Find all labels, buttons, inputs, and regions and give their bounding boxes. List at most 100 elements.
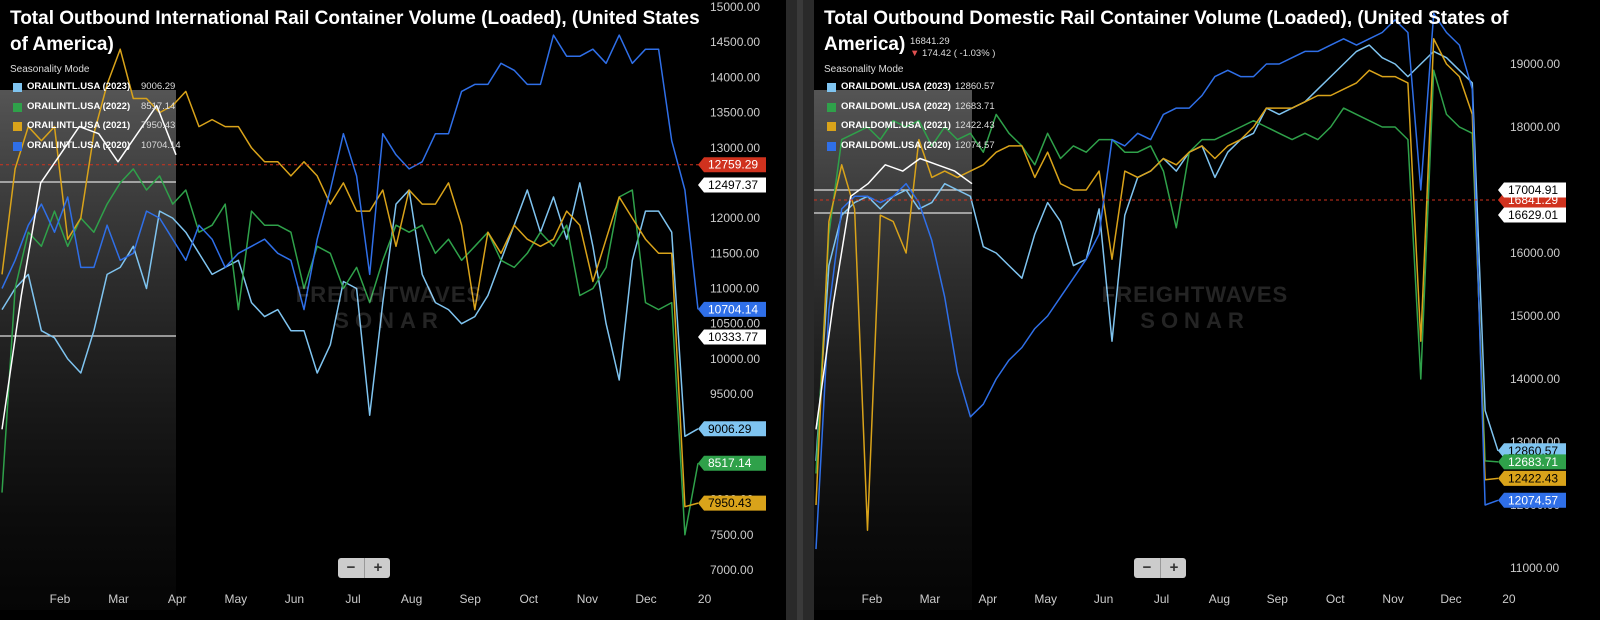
y-tick-label: 11000.00 xyxy=(710,282,759,296)
x-tick-label: Oct xyxy=(1326,592,1345,606)
y-tick-label: 14500.00 xyxy=(710,35,760,49)
x-tick-label: Feb xyxy=(862,592,883,606)
y-tick-label: 9500.00 xyxy=(710,387,754,401)
series-value-tag: 12074.57 xyxy=(1498,492,1566,508)
legend-value: 8517.14 xyxy=(141,100,176,112)
x-tick-label: Dec xyxy=(1440,592,1461,606)
zoom-out-button[interactable]: − xyxy=(346,559,356,576)
legend-value: 7950.43 xyxy=(141,120,176,131)
panel-divider[interactable] xyxy=(786,0,814,620)
svg-text:10704.14: 10704.14 xyxy=(708,302,758,316)
legend-value: 12683.71 xyxy=(955,100,995,112)
zoom-in-button[interactable]: + xyxy=(364,558,391,578)
down-arrow-icon: ▼ xyxy=(910,48,920,59)
legend-name: ORAILDOML.USA (2021) xyxy=(841,120,951,131)
legend-name: ORAILINTL.USA (2022) xyxy=(27,100,131,112)
legend-name: ORAILINTL.USA (2020) xyxy=(27,139,131,151)
y-tick-label: 7000.00 xyxy=(710,563,754,577)
band-value-tag: 10333.77 xyxy=(698,329,766,345)
series-line xyxy=(1,34,699,311)
legend-swatch xyxy=(13,102,22,112)
y-tick-label: 14000.00 xyxy=(710,70,760,84)
ticker-readout: 16841.29 ▼ 174.42 ( -1.03% ) xyxy=(910,36,995,60)
series-line xyxy=(1,48,699,508)
legend-name: ORAILINTL.USA (2021) xyxy=(27,120,131,131)
y-tick-label: 7500.00 xyxy=(710,528,754,542)
legend-value: 10704.14 xyxy=(141,139,181,151)
series-line xyxy=(815,38,1499,531)
x-tick-label: Jul xyxy=(345,592,360,606)
zoom-control: − + xyxy=(1134,558,1186,578)
y-tick-label: 15000.00 xyxy=(710,0,760,14)
series-line xyxy=(1,182,699,438)
legend-swatch xyxy=(13,141,22,151)
band-value-tag: 12497.37 xyxy=(698,177,766,193)
x-tick-label: Aug xyxy=(401,592,422,606)
x-tick-label: Sep xyxy=(1267,592,1289,606)
legend-swatch xyxy=(13,122,22,131)
series-value-tag: 9006.29 xyxy=(698,421,766,437)
legend-swatch xyxy=(827,141,836,151)
seasonality-mode-label: Seasonality Mode xyxy=(10,64,90,75)
svg-text:12860.57: 12860.57 xyxy=(1508,444,1558,458)
y-tick-label: 13500.00 xyxy=(710,106,760,120)
legend-swatch xyxy=(827,83,836,92)
x-tick-label: Apr xyxy=(168,592,187,606)
chart-international: 7000.007500.008000.008500.009000.009500.… xyxy=(0,0,766,610)
x-tick-label: Nov xyxy=(1382,592,1403,606)
legend-value: 12860.57 xyxy=(955,81,995,92)
zoom-control: − + xyxy=(338,558,390,578)
series-value-tag: 7950.43 xyxy=(698,495,766,511)
y-tick-label: 11500.00 xyxy=(710,246,759,260)
svg-text:16629.01: 16629.01 xyxy=(1508,208,1558,222)
legend-value: 9006.29 xyxy=(141,81,176,92)
svg-text:12074.57: 12074.57 xyxy=(1508,493,1558,507)
legend-value: 12074.57 xyxy=(955,139,995,151)
svg-text:9006.29: 9006.29 xyxy=(708,422,752,436)
x-tick-label: Apr xyxy=(978,592,997,606)
svg-text:17004.91: 17004.91 xyxy=(1508,183,1558,197)
x-tick-label: 20 xyxy=(698,592,712,606)
x-tick-label: Nov xyxy=(577,592,598,606)
chart-panel-international: 7000.007500.008000.008500.009000.009500.… xyxy=(0,0,786,620)
series-line xyxy=(1,104,177,430)
y-tick-label: 19000.00 xyxy=(1510,57,1560,71)
svg-text:12497.37: 12497.37 xyxy=(708,178,758,192)
svg-text:12422.43: 12422.43 xyxy=(1508,471,1558,485)
zoom-out-button[interactable]: − xyxy=(1142,559,1152,576)
y-tick-label: 10000.00 xyxy=(710,352,760,366)
svg-text:12759.29: 12759.29 xyxy=(708,158,758,172)
x-tick-label: Jul xyxy=(1154,592,1169,606)
watermark-line: FREIGHTWAVES xyxy=(295,282,483,307)
series-value-tag: 12683.71 xyxy=(1498,454,1566,470)
legend-name: ORAILINTL.USA (2023) xyxy=(27,81,131,92)
zoom-in-button[interactable]: + xyxy=(1160,558,1187,578)
series-line xyxy=(815,157,973,430)
legend-swatch xyxy=(827,102,836,112)
series-value-tag: 8517.14 xyxy=(698,455,766,471)
svg-text:12683.71: 12683.71 xyxy=(1508,455,1558,469)
svg-text:10333.77: 10333.77 xyxy=(708,330,758,344)
y-tick-label: 16000.00 xyxy=(1510,246,1560,260)
selection-region xyxy=(814,90,972,610)
legend-value: 12422.43 xyxy=(955,120,995,131)
x-tick-label: 20 xyxy=(1502,592,1516,606)
y-tick-label: 15000.00 xyxy=(1510,309,1560,323)
x-tick-label: Feb xyxy=(50,592,71,606)
watermark-line: SONAR xyxy=(334,308,444,333)
y-tick-label: 12000.00 xyxy=(710,211,760,225)
x-tick-label: Mar xyxy=(920,592,941,606)
legend-swatch xyxy=(827,122,836,131)
x-tick-label: Sep xyxy=(460,592,482,606)
x-tick-label: Aug xyxy=(1209,592,1230,606)
x-tick-label: May xyxy=(224,592,247,606)
series-value-tag: 12422.43 xyxy=(1498,470,1566,486)
y-tick-label: 14000.00 xyxy=(1510,372,1560,386)
x-tick-label: Mar xyxy=(108,592,129,606)
y-tick-label: 13000.00 xyxy=(710,141,760,155)
ref-value-tag: 12759.29 xyxy=(698,157,766,173)
watermark: FREIGHTWAVES SONAR xyxy=(1070,282,1320,334)
x-tick-label: Dec xyxy=(635,592,656,606)
svg-text:8517.14: 8517.14 xyxy=(708,456,752,470)
legend-name: ORAILDOML.USA (2022) xyxy=(841,100,951,112)
